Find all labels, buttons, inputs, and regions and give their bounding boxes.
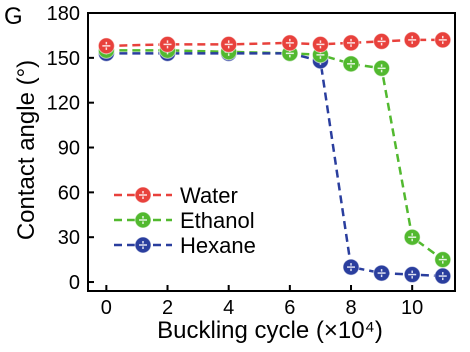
legend-marker	[134, 186, 152, 204]
y-tick-label: 30	[58, 227, 80, 249]
hexane-series-line	[106, 52, 443, 278]
legend-item-ethanol: Ethanol	[114, 208, 255, 233]
legend-item-hexane: Hexane	[114, 233, 256, 258]
hexane-data-point	[373, 264, 391, 282]
water-data-point	[159, 35, 177, 53]
water-data-point	[220, 35, 238, 53]
legend-label: Water	[180, 183, 238, 208]
x-axis-label: Buckling cycle (×10⁴)	[157, 317, 383, 344]
y-tick-label: 0	[69, 272, 80, 294]
y-tick-label: 120	[47, 93, 80, 115]
x-tick-label: 2	[162, 297, 173, 319]
water-series-line	[106, 38, 443, 48]
ethanol-data-point	[373, 59, 391, 77]
ethanol-data-point	[434, 251, 452, 269]
plot-frame	[87, 12, 456, 292]
water-data-point	[403, 31, 421, 49]
ethanol-series-line	[106, 49, 444, 261]
data-points	[97, 31, 452, 285]
panel-label: G	[4, 3, 23, 30]
x-axis-ticks: 0 2 4 6 8 10	[101, 285, 423, 319]
ethanol-data-point	[342, 55, 360, 73]
water-data-point	[97, 37, 115, 55]
legend-marker	[134, 236, 152, 254]
series-lines	[106, 38, 444, 278]
y-tick-label: 150	[47, 48, 80, 70]
y-axis-ticks: 0 30 60 90 120 150 180	[47, 3, 94, 294]
y-axis-label: Contact angle (°)	[13, 60, 40, 240]
water-data-point	[434, 31, 452, 49]
y-tick-label: 90	[58, 138, 80, 160]
x-tick-label: 6	[284, 297, 295, 319]
x-tick-label: 8	[345, 297, 356, 319]
legend-label: Hexane	[180, 233, 256, 258]
water-data-point	[342, 34, 360, 52]
x-tick-label: 10	[401, 297, 423, 319]
water-data-point	[373, 32, 391, 50]
legend-marker	[134, 211, 152, 229]
y-axis-title: Contact angle (°)	[13, 60, 40, 240]
x-tick-label: 0	[101, 297, 112, 319]
hexane-data-point	[434, 267, 452, 285]
water-data-point	[281, 34, 299, 52]
legend-item-water: Water	[114, 183, 238, 208]
hexane-data-point	[403, 266, 421, 284]
water-data-point	[311, 35, 329, 53]
ethanol-data-point	[403, 228, 421, 246]
y-tick-label: 180	[47, 3, 80, 25]
y-tick-label: 60	[58, 182, 80, 204]
legend-label: Ethanol	[180, 208, 255, 233]
x-tick-label: 4	[223, 297, 234, 319]
hexane-data-point	[342, 258, 360, 276]
